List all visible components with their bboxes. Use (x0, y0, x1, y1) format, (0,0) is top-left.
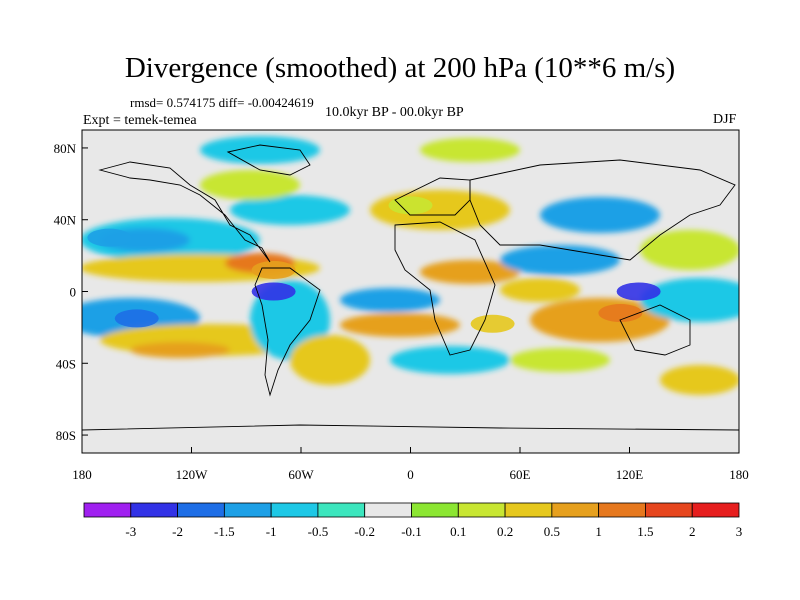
colorbar-swatch (598, 502, 646, 518)
x-tick-label: 60W (288, 467, 314, 482)
field-patch (340, 288, 440, 312)
stats-label: rmsd= 0.574175 diff= -0.00424619 (130, 95, 314, 110)
coastline-north-america (98, 161, 271, 263)
colorbar-label: -3 (125, 524, 136, 539)
field-patch (390, 346, 510, 374)
colorbar-label: 3 (736, 524, 743, 539)
colorbar-label: -0.5 (308, 524, 329, 539)
coastline-australia (619, 304, 691, 356)
colorbar-swatch (223, 502, 272, 518)
field-patch (540, 197, 660, 233)
field-patch (200, 136, 320, 164)
season-label: DJF (713, 112, 737, 127)
field-extreme-negative (114, 309, 159, 328)
colorbar-swatch (551, 502, 600, 518)
colorbar-swatch (270, 502, 319, 518)
colorbar-swatch (130, 502, 178, 518)
colorbar-label: 0.2 (497, 524, 513, 539)
colorbar-swatch (411, 502, 459, 518)
field-patch (370, 190, 510, 230)
field-patch (500, 245, 620, 275)
colorbar-label: -2 (172, 524, 183, 539)
field-extreme-negative (87, 228, 132, 247)
coastline-greenland (226, 144, 311, 176)
colorbar-swatch (504, 502, 553, 518)
colorbar-label: -1 (266, 524, 277, 539)
coastline-antarctica (82, 424, 739, 431)
x-tick-label: 120W (176, 467, 209, 482)
colorbar-label: 0.1 (450, 524, 466, 539)
experiment-label: Expt = temek-temea (83, 113, 197, 128)
colorbar-swatch (645, 502, 693, 518)
colorbar: -3 -2 -1.5 -1 -0.5 -0.2 -0.1 0.1 0.2 0.5 1 1.5 2 3 (83, 502, 743, 539)
y-tick-label: 40N (54, 213, 77, 228)
coastline-africa (394, 221, 496, 356)
field-extreme-positive (251, 260, 296, 279)
page-title: Divergence (smoothed) at 200 hPa (10**6 … (124, 52, 676, 84)
field-patch (420, 138, 520, 162)
colorbar-label: -1.5 (214, 524, 235, 539)
field-patch (340, 313, 460, 337)
field-extreme-positive (470, 314, 515, 333)
coastline-south-america (254, 267, 321, 397)
colorbar-swatch (317, 502, 366, 518)
field-patch (230, 195, 350, 225)
y-tick-label: 40S (56, 356, 76, 371)
y-tick-label: 0 (70, 285, 77, 300)
field-patch (200, 170, 300, 200)
colorbar-label: 0.5 (544, 524, 560, 539)
field-patch (290, 335, 370, 385)
coastlines (82, 144, 739, 431)
colorbar-label: 1.5 (637, 524, 653, 539)
field-extreme-negative (616, 282, 661, 301)
colorbar-swatch (457, 502, 506, 518)
colorbar-swatch (177, 502, 225, 518)
colorbar-swatch (691, 502, 740, 518)
colorbar-swatch (364, 502, 412, 518)
field-extreme-negative (251, 282, 296, 301)
coastline-europe (394, 177, 471, 216)
colorbar-label: -0.1 (401, 524, 422, 539)
coastline-asia (469, 159, 736, 261)
y-tick-label: 80N (54, 141, 77, 156)
period-label: 10.0kyr BP - 00.0kyr BP (325, 105, 464, 120)
map-axes: 180 120W 60W 0 60E 120E 180 80N 40N 0 40S 80S (54, 141, 749, 482)
x-tick-label: 180 (72, 467, 92, 482)
field-patch (640, 230, 739, 270)
field-patch (640, 278, 739, 322)
field-extreme-positive (598, 304, 643, 323)
x-tick-label: 60E (510, 467, 531, 482)
field-patch (660, 365, 739, 395)
map-plot-area (82, 136, 739, 431)
x-tick-label: 120E (616, 467, 644, 482)
y-tick-label: 80S (56, 428, 76, 443)
feature-markers (87, 196, 661, 333)
field-patch (500, 278, 580, 302)
field-patch (130, 342, 230, 358)
colorbar-label: 2 (689, 524, 696, 539)
x-tick-label: 180 (729, 467, 749, 482)
colorbar-swatch (83, 502, 132, 518)
field-patch (420, 260, 520, 284)
colorbar-label: -0.2 (354, 524, 375, 539)
colorbar-label: 1 (595, 524, 602, 539)
field-patch (510, 348, 610, 372)
field-extreme-positive (388, 196, 433, 215)
x-tick-label: 0 (407, 467, 414, 482)
